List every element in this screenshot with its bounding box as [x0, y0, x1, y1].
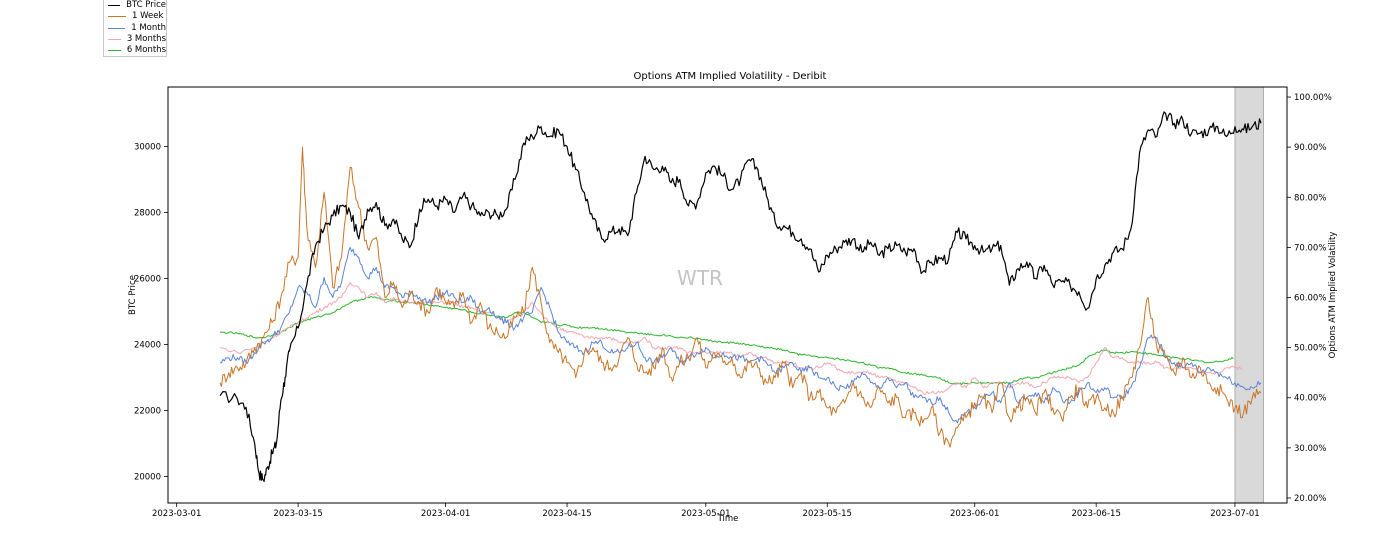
legend-swatch-3-months	[108, 39, 121, 41]
chart-title: Options ATM Implied Volatility - Deribit	[634, 71, 827, 82]
legend-swatch-6-months	[108, 50, 121, 52]
x-tick-label: 2023-03-01	[152, 509, 201, 519]
x-tick-label: 2023-04-01	[421, 509, 470, 519]
x-tick-label: 2023-06-15	[1071, 509, 1120, 519]
series-layer	[219, 111, 1262, 482]
y-right-tick-label: 70.00%	[1294, 243, 1326, 253]
x-tick-label: 2023-06-01	[950, 509, 999, 519]
legend-label-3-months: 3 Months	[126, 33, 166, 44]
shaded-region-rect	[1234, 86, 1264, 504]
series-line-1-month	[219, 246, 1262, 424]
legend-item-1-month: 1 Month	[108, 23, 166, 34]
series-line-3-months	[219, 282, 1243, 395]
legend-label-6-months: 6 Months	[126, 45, 166, 56]
series-line-6-months	[219, 296, 1234, 386]
chart-legend: BTC Price 1 Week 1 Month 3 Months 6 Mont…	[103, 0, 167, 57]
legend-label-1-month: 1 Month	[131, 22, 166, 33]
y-left-tick-label: 26000	[134, 274, 161, 284]
x-tick-label: 2023-05-15	[803, 509, 852, 519]
y-left-tick-label: 20000	[134, 473, 161, 483]
legend-item-6-months: 6 Months	[108, 45, 166, 56]
y-left-tick-label: 22000	[134, 407, 161, 417]
x-tick-label: 2023-04-15	[542, 509, 591, 519]
y-right-tick-label: 60.00%	[1294, 294, 1326, 304]
legend-swatch-btc-price	[108, 5, 121, 7]
y-right-tick-label: 20.00%	[1294, 494, 1326, 504]
legend-label-1-week: 1 Week	[132, 11, 164, 22]
legend-item-btc-price: BTC Price	[108, 0, 166, 11]
series-line-1-week	[219, 146, 1262, 448]
x-axis-label: Time	[717, 514, 739, 524]
series-line-btc-price	[219, 111, 1262, 482]
y-axis-left-label: BTC Price	[128, 275, 138, 315]
y-axis-right-label: Options ATM Implied Volatility	[1328, 232, 1338, 359]
y-right-tick-label: 40.00%	[1294, 394, 1326, 404]
watermark-text: WTR	[677, 266, 723, 290]
x-axis: 2023-03-01 2023-03-15 2023-04-01 2023-04-15…	[152, 503, 1260, 519]
x-tick-label: 2023-03-15	[273, 509, 322, 519]
legend-swatch-1-week	[108, 16, 126, 18]
y-right-tick-label: 90.00%	[1294, 143, 1326, 153]
y-right-tick-label: 30.00%	[1294, 444, 1326, 454]
y-right-tick-label: 80.00%	[1294, 193, 1326, 203]
x-tick-label: 2023-07-01	[1210, 509, 1259, 519]
legend-label-btc-price: BTC Price	[126, 0, 166, 10]
legend-item-3-months: 3 Months	[108, 34, 166, 45]
y-left-tick-label: 30000	[134, 142, 161, 152]
legend-item-1-week: 1 Week	[108, 11, 166, 22]
x-tick-label: 2023-05-01	[681, 509, 730, 519]
y-left-tick-label: 24000	[134, 341, 161, 351]
y-right-tick-label: 50.00%	[1294, 344, 1326, 354]
y-axis-right: 20.00% 30.00% 40.00% 50.00% 60.00% 70.00% 80.0…	[1287, 93, 1332, 504]
shaded-region	[1234, 86, 1264, 504]
y-axis-left: 20000 22000 24000 26000 28000 30000	[134, 142, 168, 483]
y-right-tick-label: 100.00%	[1294, 93, 1332, 103]
plot-frame	[167, 86, 1288, 504]
y-left-tick-label: 28000	[134, 208, 161, 218]
legend-swatch-1-month	[108, 27, 126, 29]
